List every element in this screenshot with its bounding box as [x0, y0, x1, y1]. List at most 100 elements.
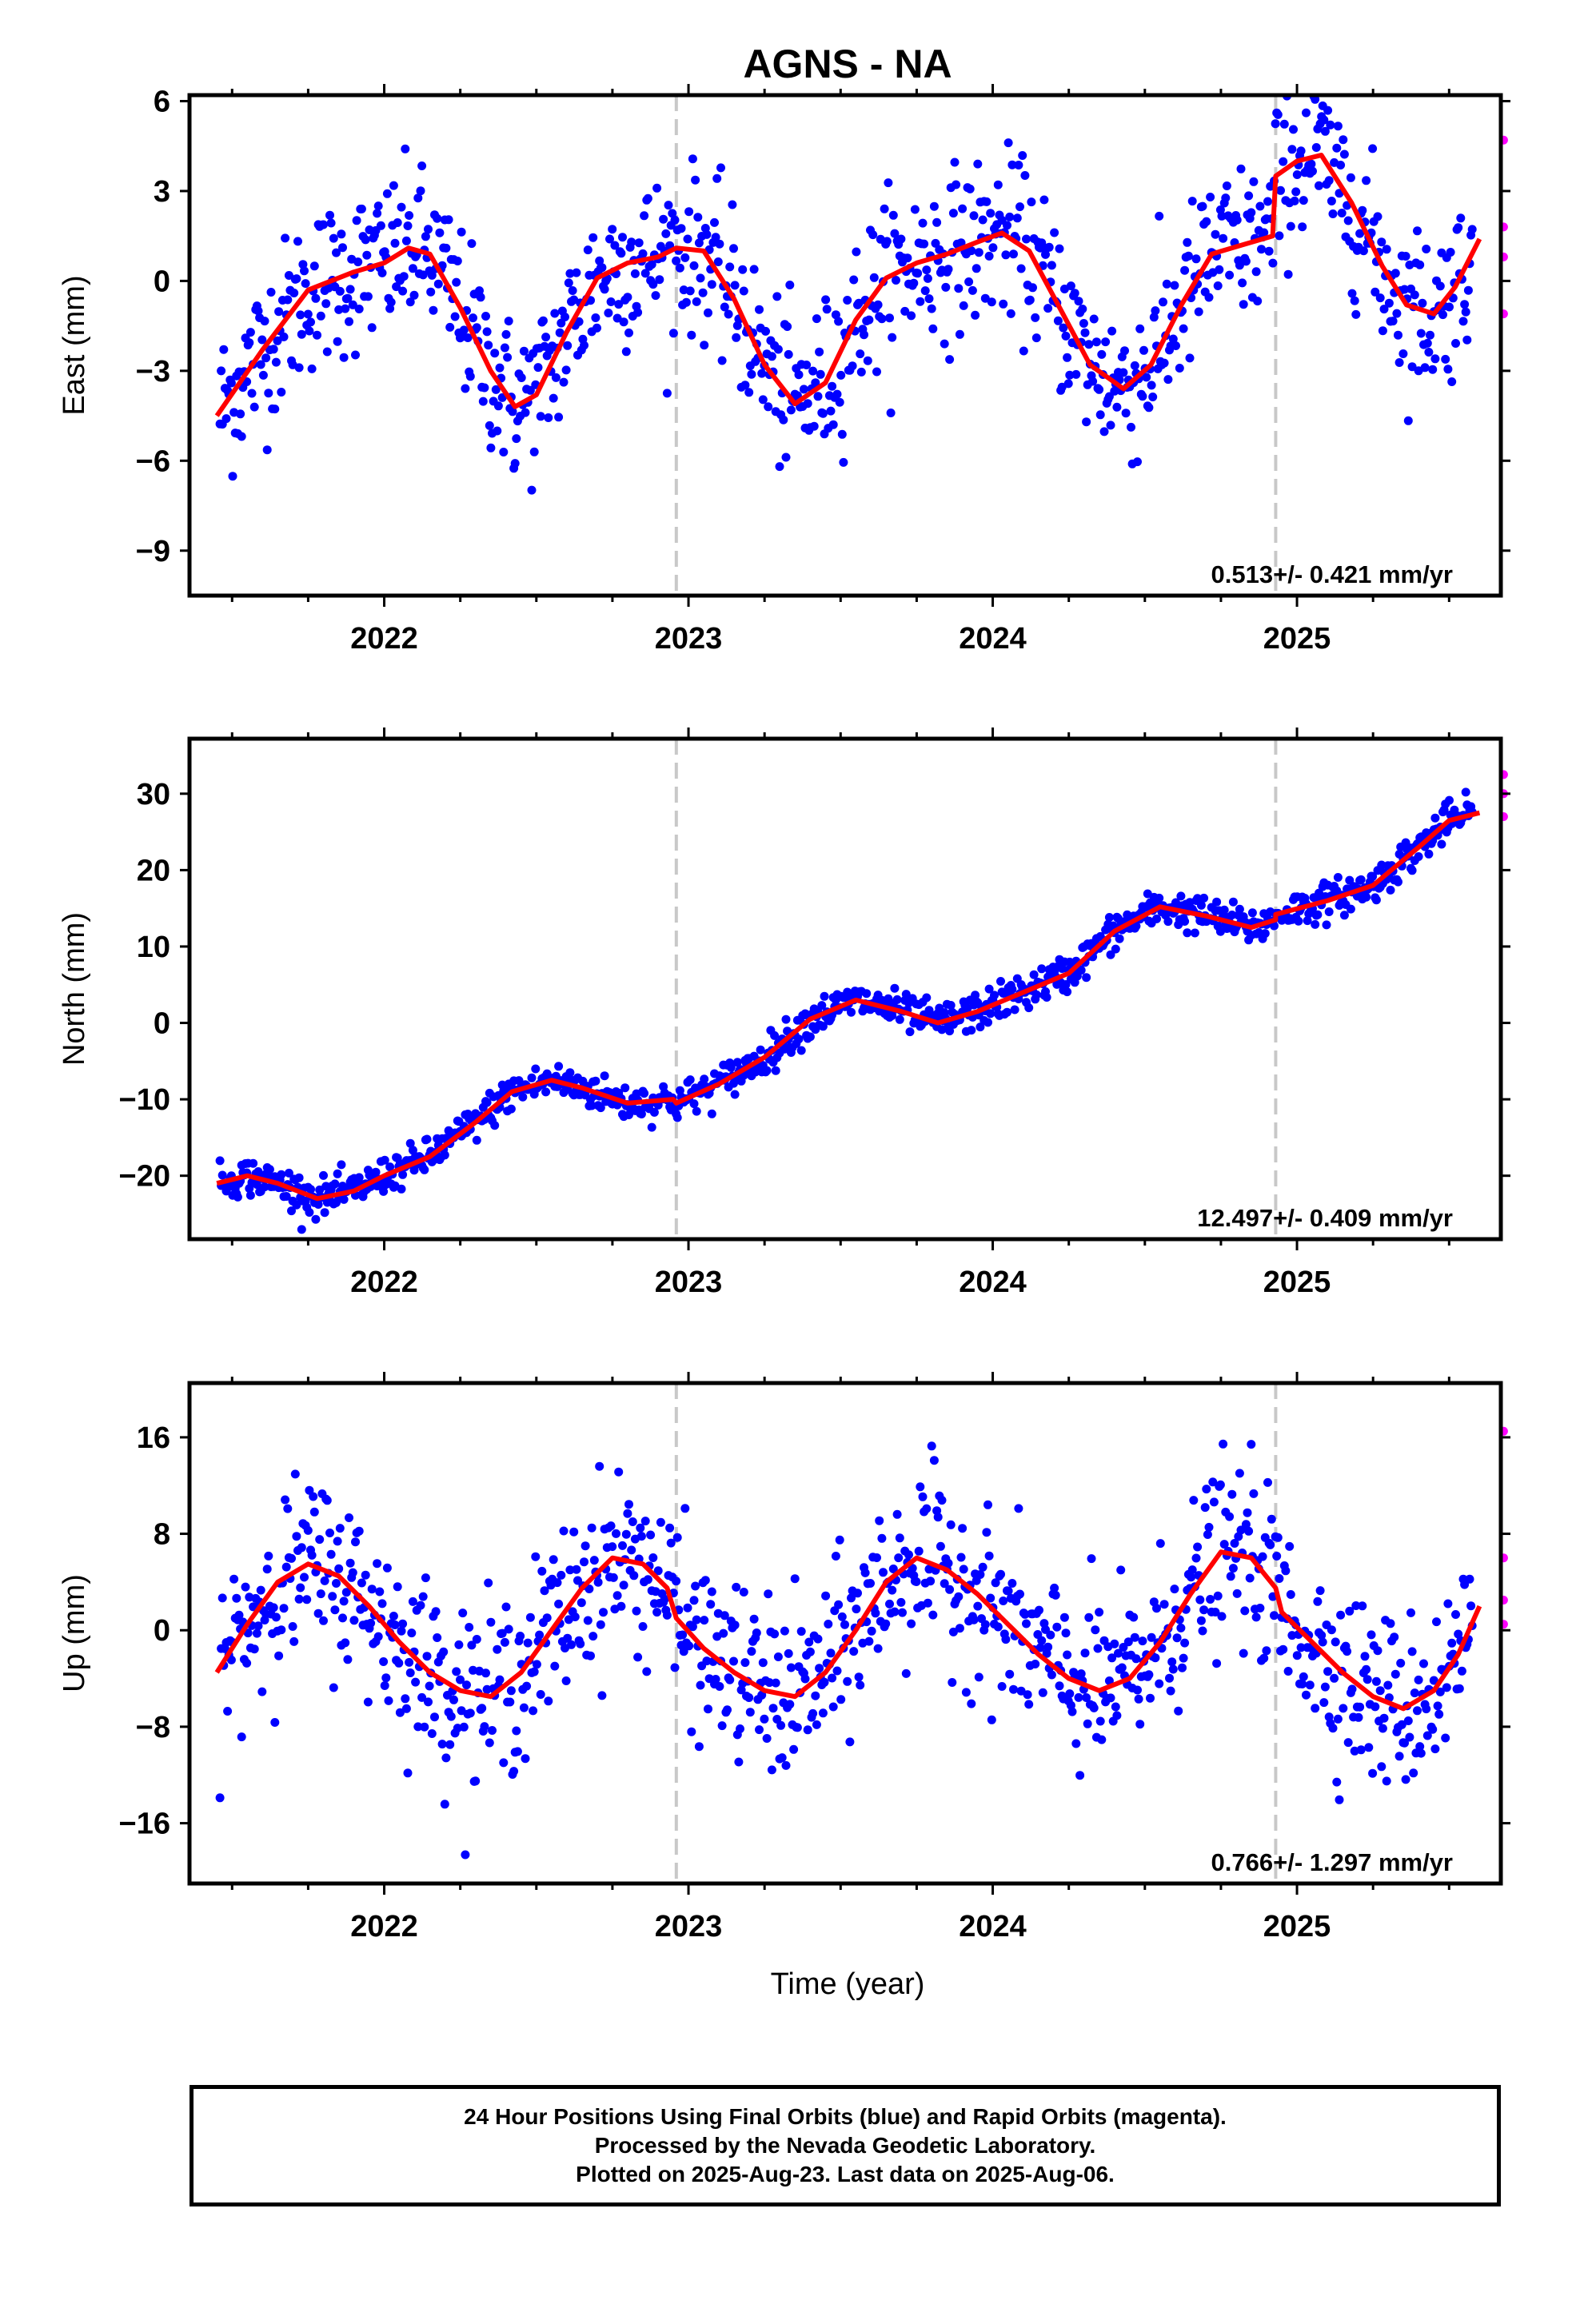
data-point: [775, 462, 784, 472]
data-point: [956, 238, 966, 248]
data-point: [1071, 1739, 1081, 1748]
data-point: [918, 218, 928, 228]
data-point: [596, 1620, 605, 1629]
data-point: [692, 297, 701, 306]
data-point: [728, 200, 737, 209]
data-point: [1106, 950, 1115, 959]
data-point: [329, 1683, 338, 1692]
data-point: [749, 1614, 759, 1624]
data-point: [337, 229, 346, 239]
data-point: [1235, 1469, 1244, 1478]
data-point: [1422, 1704, 1431, 1714]
data-point: [1435, 1687, 1445, 1696]
data-point: [1447, 1638, 1457, 1648]
data-point: [1367, 1630, 1376, 1640]
data-point: [1183, 237, 1192, 247]
data-point: [1147, 381, 1156, 390]
data-point: [954, 284, 964, 293]
data-point: [684, 207, 694, 217]
data-point: [764, 1678, 774, 1688]
data-point: [1007, 160, 1017, 169]
data-point: [457, 227, 466, 237]
data-point: [252, 1628, 261, 1638]
data-point: [452, 277, 461, 287]
data-point: [706, 1600, 716, 1609]
data-point: [482, 1098, 492, 1107]
data-point: [786, 1663, 796, 1672]
data-point: [918, 1492, 928, 1501]
data-point: [1253, 297, 1263, 306]
data-point: [237, 432, 246, 441]
data-point: [811, 1691, 820, 1700]
data-point: [715, 1682, 724, 1691]
data-point: [1267, 1514, 1276, 1524]
data-point: [586, 1651, 595, 1660]
data-point: [1075, 1771, 1085, 1780]
data-point: [1176, 891, 1186, 901]
data-point: [1159, 297, 1167, 307]
data-point: [924, 294, 934, 304]
data-point: [738, 265, 748, 274]
data-point: [1437, 839, 1446, 849]
data-point: [1016, 1686, 1026, 1696]
data-point: [261, 353, 271, 363]
data-point: [811, 378, 820, 388]
data-point: [987, 1715, 996, 1724]
data-point: [875, 1516, 884, 1525]
data-point: [664, 201, 673, 210]
data-point: [910, 205, 920, 214]
data-point: [815, 347, 824, 357]
data-point: [1413, 226, 1422, 236]
data-point: [1241, 257, 1251, 266]
data-point: [965, 184, 975, 193]
data-point: [929, 201, 939, 211]
data-point: [1287, 1631, 1297, 1640]
data-point: [1255, 201, 1265, 211]
data-point: [232, 1593, 241, 1603]
data-point: [380, 1155, 389, 1165]
data-point: [619, 317, 628, 327]
data-point: [395, 1708, 405, 1717]
data-point: [554, 413, 564, 422]
data-point: [892, 1509, 902, 1519]
data-point: [976, 1022, 985, 1032]
data-point: [649, 1107, 659, 1117]
data-point: [283, 1504, 293, 1513]
data-point: [1046, 1630, 1055, 1640]
data-point: [332, 248, 341, 257]
data-point: [691, 1581, 700, 1591]
data-point: [1271, 119, 1280, 129]
data-point: [1394, 877, 1402, 887]
data-point: [506, 1104, 516, 1114]
data-point: [405, 211, 414, 220]
data-point: [1031, 1660, 1040, 1668]
data-point: [952, 180, 961, 189]
data-point: [679, 1647, 688, 1656]
data-point: [1247, 908, 1257, 918]
data-point: [398, 1170, 408, 1179]
data-point: [711, 233, 720, 242]
data-point: [1055, 1681, 1064, 1691]
data-point: [803, 1725, 812, 1735]
data-point: [967, 1026, 976, 1035]
data-point: [413, 193, 423, 203]
data-point: [1116, 1565, 1126, 1575]
data-point: [390, 1620, 400, 1629]
data-point: [1088, 377, 1098, 386]
data-point: [462, 1680, 471, 1690]
data-point: [1099, 427, 1109, 436]
data-point: [713, 257, 723, 266]
data-point: [698, 288, 708, 297]
data-point: [987, 297, 996, 307]
data-point: [1043, 1642, 1053, 1652]
data-point: [409, 290, 419, 300]
data-point: [1458, 317, 1468, 326]
data-point: [418, 1592, 428, 1601]
data-point: [477, 1704, 487, 1713]
data-point: [1190, 928, 1199, 938]
data-point: [764, 402, 773, 412]
data-point: [269, 1603, 278, 1612]
data-point: [606, 297, 616, 306]
